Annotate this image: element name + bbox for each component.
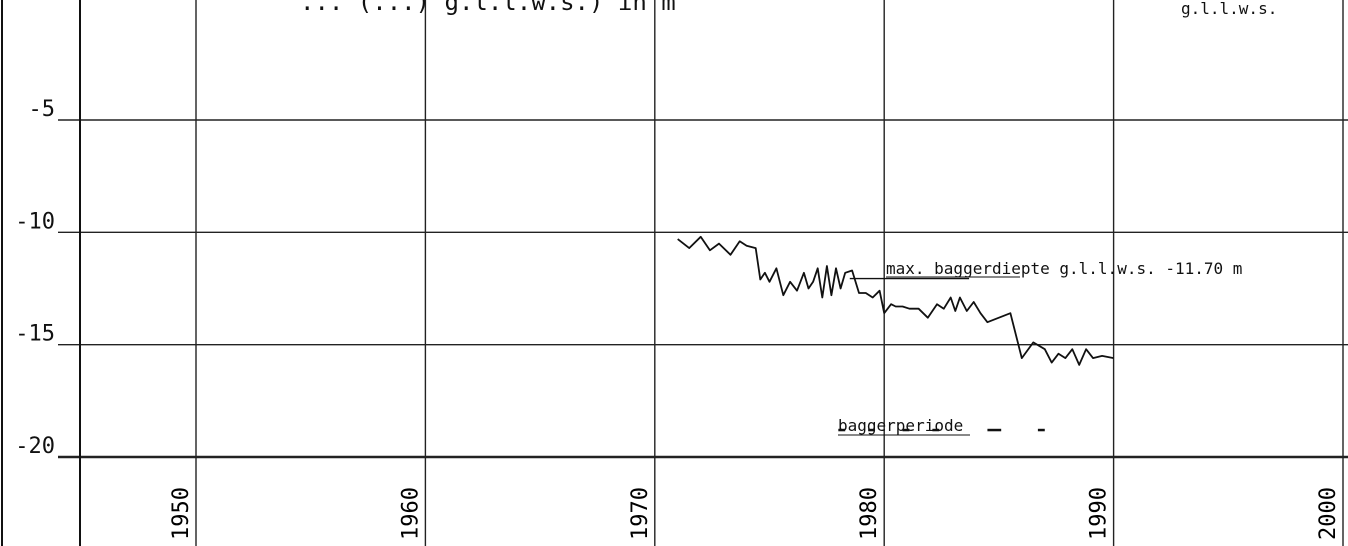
x-tick-label: 2000: [1316, 487, 1341, 540]
y-tick-label: -10: [15, 209, 55, 234]
chart-title: ... (...) g.l.l.w.s.) in m: [300, 0, 676, 16]
dredging-period-label: baggerperiode: [838, 416, 963, 435]
x-tick-label: 1950: [169, 487, 194, 540]
y-tick-label: -20: [15, 434, 55, 459]
x-tick-label: 1990: [1087, 487, 1112, 540]
x-tick-label: 1980: [857, 487, 882, 540]
y-tick-label: -5: [29, 97, 56, 122]
y-tick-label: -15: [15, 322, 55, 347]
series-group: [677, 235, 1114, 366]
series-line: [677, 235, 1114, 366]
reference-line-label: max. baggerdiepte g.l.l.w.s. -11.70 m: [886, 259, 1242, 278]
x-tick-label: 1970: [628, 487, 653, 540]
x-tick-label: 1960: [398, 487, 423, 540]
unit-label: g.l.l.w.s.: [1181, 0, 1277, 18]
grid-lines: [58, 0, 1348, 546]
annotations: max. baggerdiepte g.l.l.w.s. -11.70 m bag…: [838, 259, 1242, 436]
